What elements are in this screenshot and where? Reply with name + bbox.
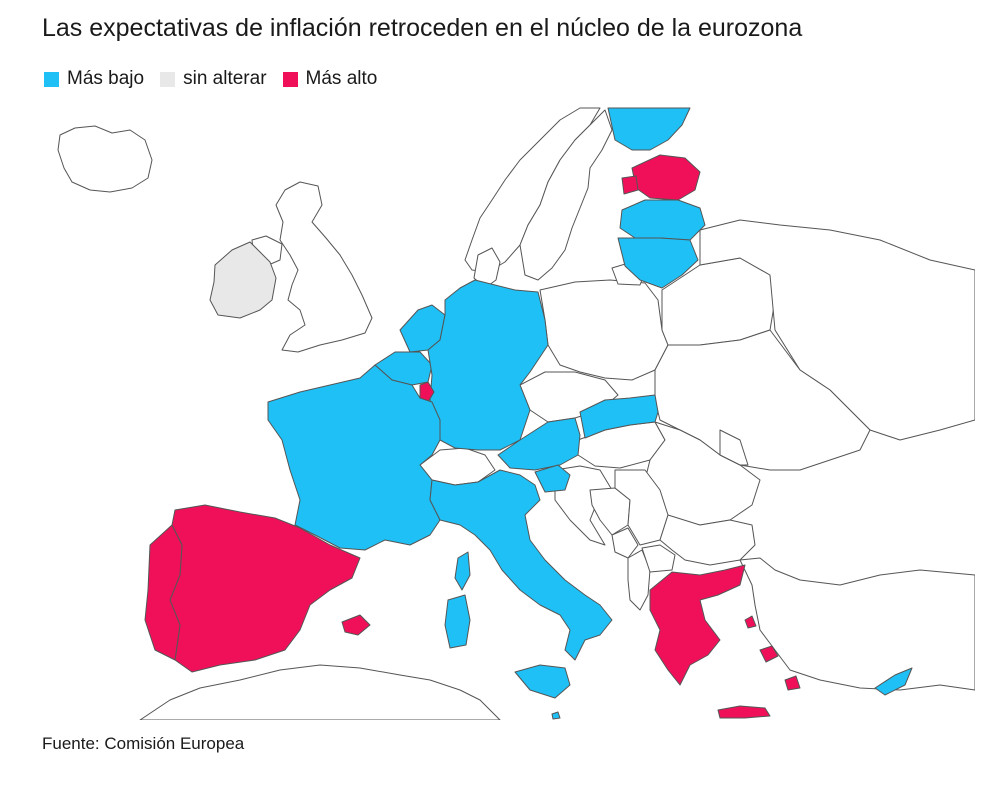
estonia-island [621,175,639,195]
portugal [144,524,183,661]
austria [497,417,581,471]
legend-label-unchanged: sin alterar [183,68,267,89]
luxembourg [419,381,435,403]
europe-map [40,105,975,720]
chart-title: Las expectativas de inflación retroceden… [42,14,803,42]
slovenia [534,464,571,493]
slovakia [579,394,659,439]
north-africa [139,664,501,720]
legend-label-higher: Más alto [305,68,378,89]
iceland [57,125,153,193]
legend-label-lower: Más bajo [67,68,145,89]
cyprus [874,667,913,696]
ukraine [654,329,871,471]
crete [717,705,771,719]
montenegro [611,527,639,559]
north-macedonia [641,544,676,573]
legend-swatch-unchanged [160,71,176,87]
europe-map-svg [57,107,975,720]
sardinia [444,594,471,649]
france [267,364,441,551]
legend-item-unchanged: sin alterar [160,68,267,90]
greece [649,564,746,686]
germany [427,279,549,451]
malta [551,711,561,720]
legend-item-higher: Más alto [282,68,378,90]
lithuania [617,237,699,289]
turkey [739,557,975,691]
denmark [473,247,501,289]
ireland [209,241,277,319]
estonia [631,154,701,201]
italy [429,469,613,661]
legend-item-lower: Más bajo [44,68,144,90]
russia-west [699,219,975,441]
legend-swatch-lower [44,71,59,87]
finland [607,107,691,151]
croatia [554,465,613,546]
poland [539,279,669,381]
balearic-islands [341,614,371,636]
source-note: Fuente: Comisión Europea [42,734,245,753]
sicily [514,664,571,699]
latvia [619,199,706,241]
legend: Más bajo sin alterar Más alto [44,68,393,90]
great-britain [275,181,373,353]
moldova [719,429,749,466]
greek-islands [744,615,801,691]
sweden [519,109,613,281]
corsica [454,551,471,591]
serbia [614,469,669,546]
legend-swatch-higher [282,71,298,87]
